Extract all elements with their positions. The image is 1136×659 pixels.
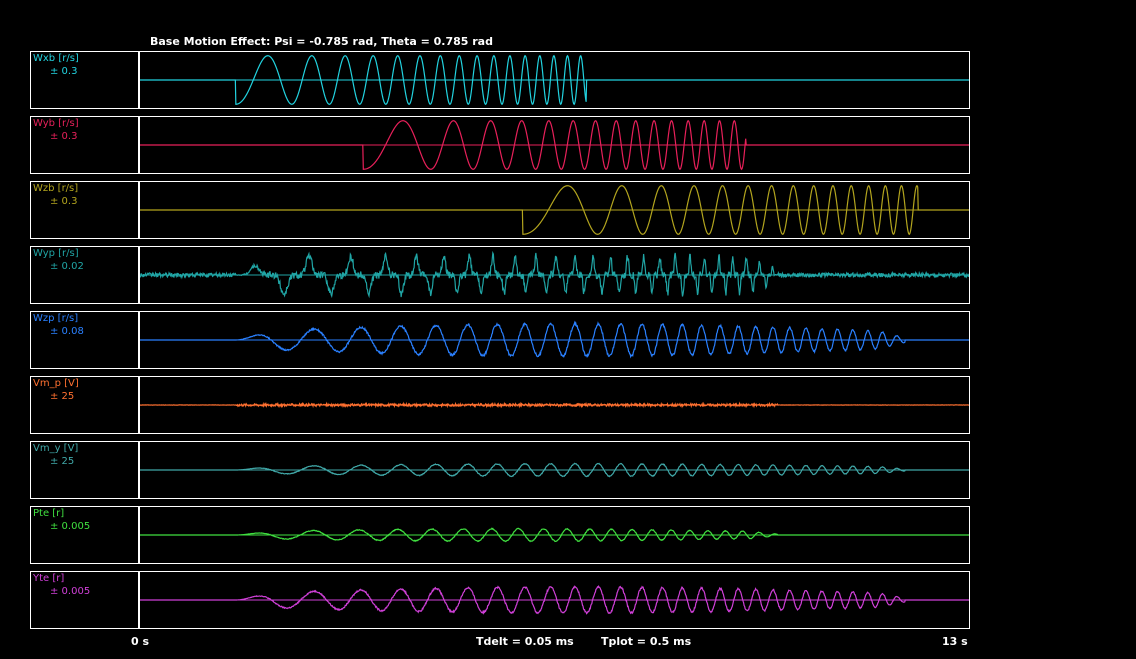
tdelt-label: Tdelt = 0.05 ms — [476, 635, 574, 648]
channel-range: ± 0.005 — [50, 521, 91, 532]
channel-name: Wzp [r/s] — [33, 313, 79, 324]
chart-title: Base Motion Effect: Psi = -0.785 rad, Th… — [150, 35, 493, 48]
channel-plot — [139, 51, 970, 109]
channel-name: Vm_p [V] — [33, 378, 79, 389]
series-line — [140, 527, 969, 543]
channel-trace-svg — [140, 401, 969, 409]
channel-label-box: Wxb [r/s] ± 0.3 — [30, 51, 139, 109]
channel-trace-svg — [140, 585, 969, 615]
channel-plot — [139, 441, 970, 499]
channel-trace-svg — [140, 119, 969, 171]
channel-label-box: Wyb [r/s] ± 0.3 — [30, 116, 139, 174]
channel-name: Yte [r] — [33, 573, 65, 584]
series-line — [140, 585, 969, 615]
series-line — [140, 54, 969, 106]
series-line — [140, 119, 969, 171]
channel-label-box: Wzb [r/s] ± 0.3 — [30, 181, 139, 239]
channel-name: Wyb [r/s] — [33, 118, 79, 129]
channel-trace-svg — [140, 527, 969, 543]
time-end-label: 13 s — [942, 635, 968, 648]
channel-label-box: Wzp [r/s] ± 0.08 — [30, 311, 139, 369]
channel-label-box: Vm_y [V] ± 25 — [30, 441, 139, 499]
channel-plot — [139, 376, 970, 434]
channel-range: ± 0.02 — [50, 261, 84, 272]
series-line — [140, 320, 969, 359]
channel-label-box: Pte [r] ± 0.005 — [30, 506, 139, 564]
tplot-label: Tplot = 0.5 ms — [601, 635, 692, 648]
channel-range: ± 0.08 — [50, 326, 84, 337]
channel-trace-svg — [140, 185, 969, 236]
channel-plot — [139, 181, 970, 239]
channel-name: Pte [r] — [33, 508, 65, 519]
channel-range: ± 0.3 — [50, 66, 78, 77]
channel-trace-svg — [140, 462, 969, 478]
channel-label-box: Wyp [r/s] ± 0.02 — [30, 246, 139, 304]
series-line — [140, 462, 969, 478]
channel-name: Wzb [r/s] — [33, 183, 79, 194]
series-line — [140, 250, 969, 299]
channel-range: ± 0.3 — [50, 131, 78, 142]
time-start-label: 0 s — [131, 635, 150, 648]
channel-name: Wyp [r/s] — [33, 248, 79, 259]
channel-trace-svg — [140, 320, 969, 359]
channel-plot — [139, 311, 970, 369]
channel-trace-svg — [140, 250, 969, 299]
channel-range: ± 25 — [50, 391, 75, 402]
channel-trace-svg — [140, 54, 969, 106]
channel-plot — [139, 571, 970, 629]
channel-name: Wxb [r/s] — [33, 53, 79, 64]
series-line — [140, 401, 969, 409]
channel-plot — [139, 506, 970, 564]
channel-plot — [139, 116, 970, 174]
channel-range: ± 0.005 — [50, 586, 91, 597]
series-line — [140, 185, 969, 236]
channel-label-box: Vm_p [V] ± 25 — [30, 376, 139, 434]
channel-range: ± 0.3 — [50, 196, 78, 207]
channel-range: ± 25 — [50, 456, 75, 467]
channel-plot — [139, 246, 970, 304]
channel-label-box: Yte [r] ± 0.005 — [30, 571, 139, 629]
channel-name: Vm_y [V] — [33, 443, 79, 454]
